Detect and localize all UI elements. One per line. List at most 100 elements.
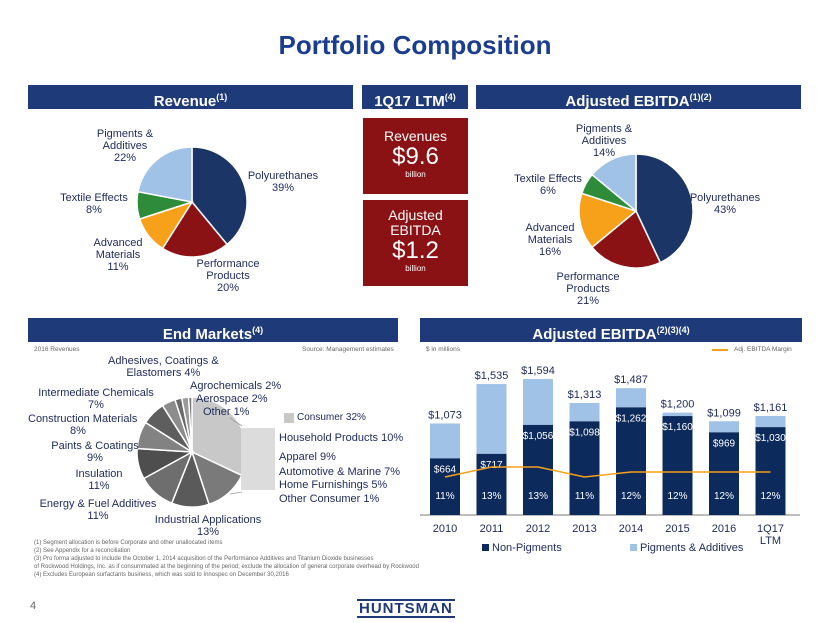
em-label-intermediate: Intermediate Chemicals 7% xyxy=(36,387,156,411)
end-markets-note-right: Source: Management estimates xyxy=(302,346,394,353)
ltm-ebitda-value: $1.2 xyxy=(392,237,439,264)
rev-label-pigments-2: Additives xyxy=(102,140,148,152)
consumer-stack xyxy=(241,428,275,490)
page-title: Portfolio Composition xyxy=(278,30,552,60)
rev-label-pigments-1: Pigments & xyxy=(96,128,154,140)
ebitda-pie-slice-0 xyxy=(635,153,694,264)
ltm-revenues-unit: billion xyxy=(405,170,426,179)
bar-nonpigments-label-2: $1,056 xyxy=(523,431,554,442)
em-label-insulation-1: Insulation xyxy=(75,468,123,480)
bar-pigments-2 xyxy=(523,379,553,425)
bar-pigments-7 xyxy=(755,415,786,428)
bar-margin-label-7: 12% xyxy=(760,491,780,502)
ebitda-hist-header-text: Adjusted EBITDA xyxy=(532,326,657,343)
end-markets-note-left: 2016 Revenues xyxy=(34,346,80,353)
em-label-adhesives-2: Elastomers 4% xyxy=(126,367,201,379)
consumer-item-1: Apparel 9% xyxy=(279,451,336,463)
huntsman-logo: HUNTSMAN xyxy=(357,599,455,618)
em-label-intermediate-1: Intermediate Chemicals xyxy=(38,387,154,399)
bar-margin-label-6: 12% xyxy=(714,491,734,502)
bar-nonpigments-7 xyxy=(755,427,786,515)
bar-pigments-1 xyxy=(476,384,507,454)
ltm-ebitda-label-1: Adjusted xyxy=(388,207,443,223)
ebitda-label-textile: Textile Effects 6% xyxy=(506,173,590,197)
consumer-item-0: Household Products 10% xyxy=(279,432,404,444)
bar-category-7: 1Q17 xyxy=(757,523,784,535)
bar-nonpigments-label-1: $717 xyxy=(480,460,503,471)
footnote-3: of Rockwood Holdings, Inc. as if consumm… xyxy=(34,564,419,570)
ebitda-label-performance-pct: 21% xyxy=(576,295,600,307)
em-label-industrial: Industrial Applications 13% xyxy=(148,514,268,538)
ltm-header-sup: (4) xyxy=(444,92,456,102)
ebitda-header-sup: (1)(2) xyxy=(689,92,712,102)
em-label-energy-2: 11% xyxy=(87,510,109,522)
ebitda-header-text: Adjusted EBITDA xyxy=(565,93,690,110)
bar-nonpigments-label-6: $969 xyxy=(713,438,736,449)
bar-nonpigments-label-3: $1,098 xyxy=(569,427,600,438)
legend-swatch-nonpigments xyxy=(482,544,489,551)
em-label-adhesives-1: Adhesives, Coatings & xyxy=(108,355,219,367)
rev-label-polyurethanes-name: Polyurethanes xyxy=(247,170,319,182)
footnote-1: (2) See Appendix for a reconciliation xyxy=(34,548,131,554)
rev-label-performance-1: Performance xyxy=(196,258,260,270)
ltm-ebitda-label-2: EBITDA xyxy=(390,222,441,238)
ebitda-pie-chart xyxy=(578,153,694,269)
ltm-header-text: 1Q17 LTM xyxy=(374,93,445,110)
rev-label-textile-name: Textile Effects xyxy=(60,192,128,204)
rev-label-textile: Textile Effects 8% xyxy=(52,192,136,216)
end-markets-header-text: End Markets xyxy=(162,326,253,343)
bar-margin-label-0: 11% xyxy=(435,491,454,502)
bar-total-label-3: $1,313 xyxy=(568,389,602,401)
footnote-0: (1) Segment allocation is before Corpora… xyxy=(34,540,223,546)
em-label-insulation: Insulation 11% xyxy=(64,468,134,492)
revenue-pie-slice-4 xyxy=(137,146,193,203)
em-label-energy: Energy & Fuel Additives 11% xyxy=(38,498,158,522)
ltm-revenues-value: $9.6 xyxy=(392,143,439,170)
bar-pigments-5 xyxy=(662,412,693,417)
em-label-construction: Construction Materials 8% xyxy=(28,413,137,437)
bar-category-sub-7: LTM xyxy=(760,535,781,547)
bar-margin-label-5: 12% xyxy=(667,491,687,502)
bar-nonpigments-0 xyxy=(430,458,460,515)
ebitda-note-left: $ in millions xyxy=(426,346,460,353)
revenue-pie-slice-0 xyxy=(191,146,248,246)
ebitda-label-advanced-1: Advanced xyxy=(525,222,575,234)
rev-label-advanced-2: Materials xyxy=(95,249,141,261)
ebitda-label-advanced: Advanced Materials 16% xyxy=(514,222,586,258)
bar-pigments-4 xyxy=(616,388,646,408)
bar-total-label-0: $1,073 xyxy=(428,409,462,421)
rev-label-pigments: Pigments & Additives 22% xyxy=(86,128,164,164)
bar-category-1: 2011 xyxy=(480,523,504,535)
legend-swatch-pigments xyxy=(630,544,637,551)
em-label-adhesives: Adhesives, Coatings & Elastomers 4% xyxy=(108,355,219,379)
rev-label-advanced-pct: 11% xyxy=(107,261,129,273)
ebitda-label-textile-pct: 6% xyxy=(540,185,556,197)
margin-line xyxy=(444,466,771,478)
rev-label-textile-pct: 8% xyxy=(86,204,102,216)
end-markets-header: End Markets(4) xyxy=(28,318,398,343)
bar-nonpigments-5 xyxy=(662,416,693,515)
ebitda-label-polyurethanes-pct: 43% xyxy=(713,204,737,216)
bar-margin-label-1: 13% xyxy=(481,491,501,502)
bar-margin-label-2: 13% xyxy=(528,491,548,502)
bar-nonpigments-label-0: $664 xyxy=(434,464,457,475)
bar-pigments-0 xyxy=(430,423,460,459)
revenue-header: Revenue(1) xyxy=(28,85,353,110)
bar-pigments-3 xyxy=(569,403,600,422)
footnote-4: (4) Excludes European surfactants busine… xyxy=(34,572,289,578)
rev-label-advanced: Advanced Materials 11% xyxy=(80,237,156,273)
ebitda-pie-slice-1 xyxy=(591,209,662,269)
em-label-aero: Aerospace 2% xyxy=(196,393,268,405)
bar-total-label-7: $1,161 xyxy=(754,402,788,414)
ebitda-label-performance-1: Performance xyxy=(556,271,620,283)
em-label-intermediate-2: 7% xyxy=(88,399,104,411)
bar-category-2: 2012 xyxy=(526,523,550,535)
bar-total-label-1: $1,535 xyxy=(475,370,509,382)
ebitda-label-pigments-2: Additives xyxy=(581,135,627,147)
bar-margin-label-4: 12% xyxy=(621,491,641,502)
ltm-ebitda-unit: billion xyxy=(405,264,426,273)
page-number: 4 xyxy=(30,600,37,612)
em-label-paints-2: 9% xyxy=(87,452,103,464)
ebitda-label-pigments-1: Pigments & xyxy=(575,123,633,135)
bar-nonpigments-3 xyxy=(569,421,600,515)
